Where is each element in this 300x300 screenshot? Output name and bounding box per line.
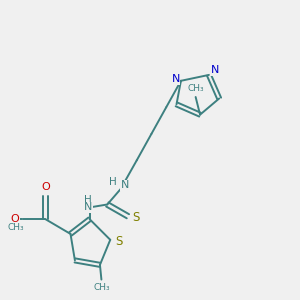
Text: H: H — [109, 177, 117, 188]
Text: CH₃: CH₃ — [93, 283, 110, 292]
Text: N: N — [171, 74, 180, 84]
Text: O: O — [11, 214, 20, 224]
Text: S: S — [115, 235, 122, 248]
Text: N: N — [211, 65, 219, 76]
Text: CH₃: CH₃ — [187, 84, 204, 93]
Text: O: O — [41, 182, 50, 192]
Text: N: N — [84, 202, 92, 212]
Text: H: H — [84, 195, 92, 205]
Text: CH₃: CH₃ — [8, 223, 24, 232]
Text: S: S — [133, 211, 140, 224]
Text: N: N — [121, 180, 129, 190]
